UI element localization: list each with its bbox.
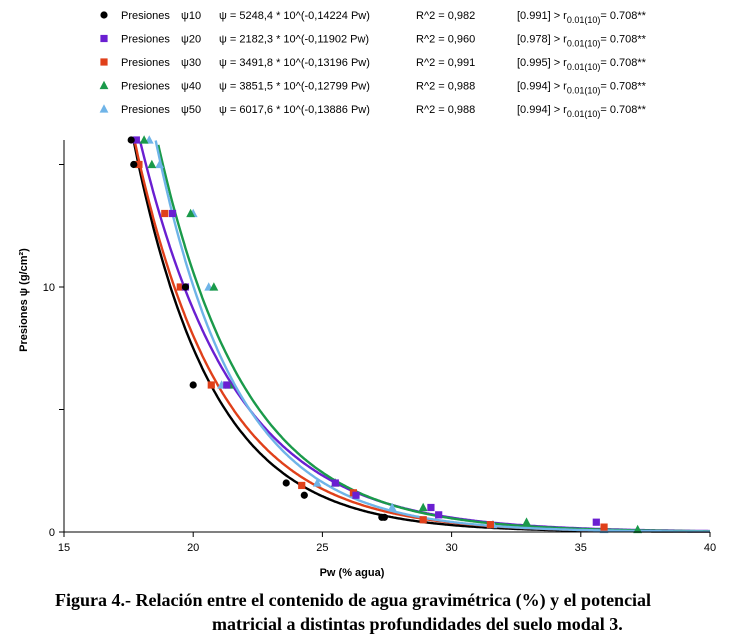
fit-curve-ψ20 (139, 141, 710, 533)
data-point-ψ20 (427, 503, 435, 512)
x-tick-label: 40 (704, 542, 716, 554)
fit-curve-ψ40 (157, 144, 710, 533)
legend-series-subscript: ψ50 (181, 104, 201, 116)
legend-correlation: [0.994] > r0.01(10)= 0.708** (517, 104, 647, 119)
data-point-ψ10 (127, 136, 135, 144)
data-point-ψ10 (189, 381, 197, 389)
data-point-ψ30 (419, 516, 427, 524)
legend-marker-ψ30 (100, 58, 108, 66)
legend-series-subscript: ψ30 (181, 57, 201, 69)
data-point-ψ40 (186, 208, 196, 218)
legend-series-subscript: ψ40 (181, 81, 201, 93)
data-point-ψ10 (130, 160, 138, 169)
legend-series-subscript: ψ20 (181, 34, 201, 46)
legend-r2: R^2 = 0,988 (416, 104, 475, 116)
chart-axes: 15 20 25 30 35 40 0 10 (43, 140, 716, 554)
data-point-ψ10 (282, 479, 290, 487)
x-tick-label: 35 (575, 542, 587, 554)
legend-r2: R^2 = 0,988 (416, 81, 475, 93)
data-point-ψ30 (486, 521, 494, 529)
data-point-ψ40 (209, 282, 219, 291)
data-point-ψ50 (387, 502, 397, 512)
legend-correlation: [0.978] > r0.01(10)= 0.708** (517, 34, 647, 49)
data-point-ψ40 (139, 135, 149, 144)
data-point-ψ30 (161, 209, 169, 218)
legend-marker-ψ40 (99, 80, 109, 90)
y-tick-label: 10 (43, 282, 55, 294)
x-tick-label: 20 (187, 542, 199, 554)
fit-curve-ψ10 (132, 141, 710, 533)
data-point-ψ50 (155, 159, 165, 169)
legend-marker-ψ10 (100, 11, 108, 19)
data-point-ψ30 (207, 381, 215, 389)
data-point-ψ20 (435, 511, 443, 519)
legend-correlation: [0.991] > r0.01(10)= 0.708** (517, 10, 647, 25)
data-point-ψ10 (380, 513, 389, 521)
fit-curve-ψ50 (154, 140, 710, 533)
y-tick-label: 0 (49, 527, 55, 539)
legend-correlation: [0.994] > r0.01(10)= 0.708** (517, 81, 647, 96)
legend-equation: ψ = 2182,3 * 10^(-0,11902 Pw) (219, 34, 369, 46)
legend-series-name: Presiones (121, 104, 170, 116)
legend-series-subscript: ψ10 (181, 10, 201, 22)
caption-line-2: matricial a distintas profundidades del … (212, 614, 623, 634)
legend-r2: R^2 = 0,982 (416, 10, 475, 22)
data-point-ψ30 (176, 283, 184, 291)
data-point-ψ10 (300, 491, 308, 499)
data-point-ψ20 (331, 479, 339, 487)
legend-series-name: Presiones (121, 57, 170, 69)
data-point-ψ40 (418, 502, 428, 512)
figure-caption: Figura 4.- Relación entre el contenido d… (0, 588, 733, 636)
legend-series-name: Presiones (121, 81, 170, 93)
fitted-curves (132, 140, 710, 533)
data-point-ψ50 (312, 478, 322, 487)
data-point-ψ20 (352, 491, 360, 499)
caption-line-1: Figura 4.- Relación entre el contenido d… (55, 590, 652, 610)
data-point-ψ30 (135, 160, 143, 169)
data-point-ψ40 (147, 159, 157, 169)
data-point-ψ20 (132, 136, 140, 144)
x-axis-label: Pw (% agua) (320, 567, 385, 579)
data-point-ψ30 (600, 523, 608, 531)
data-point-ψ20 (168, 209, 177, 218)
legend-equation: ψ = 3851,5 * 10^(-0,12799 Pw) (219, 81, 370, 93)
legend-series-name: Presiones (121, 34, 170, 46)
legend-r2: R^2 = 0,960 (416, 34, 475, 46)
data-point-ψ10 (181, 283, 190, 291)
legend-equation: ψ = 6017,6 * 10^(-0,13886 Pw) (219, 104, 370, 116)
legend-marker-ψ50 (99, 104, 109, 113)
data-point-ψ40 (633, 524, 643, 534)
data-point-ψ20 (592, 518, 600, 526)
x-tick-label: 15 (58, 542, 70, 554)
chart-legend: Presiones ψ10 ψ = 5248,4 * 10^(-0,14224 Pw… (99, 10, 647, 119)
chart: Presiones ψ10 ψ = 5248,4 * 10^(-0,14224 Pw… (18, 10, 716, 579)
legend-equation: ψ = 3491,8 * 10^(-0,13196 Pw) (219, 57, 370, 69)
legend-equation: ψ = 5248,4 * 10^(-0,14224 Pw) (219, 10, 370, 22)
data-point-ψ30 (298, 481, 306, 490)
legend-r2: R^2 = 0,991 (416, 57, 475, 69)
fit-curve-ψ30 (133, 142, 710, 533)
data-point-ψ20 (223, 381, 231, 389)
x-tick-label: 30 (445, 542, 457, 554)
data-point-ψ40 (522, 517, 531, 526)
y-axis-label: Presiones ψ (g/cm²) (18, 248, 30, 352)
legend-series-name: Presiones (121, 10, 170, 22)
legend-marker-ψ20 (100, 34, 108, 43)
x-tick-label: 25 (316, 542, 328, 554)
legend-correlation: [0.995] > r0.01(10)= 0.708** (517, 57, 647, 72)
data-points (127, 135, 643, 534)
